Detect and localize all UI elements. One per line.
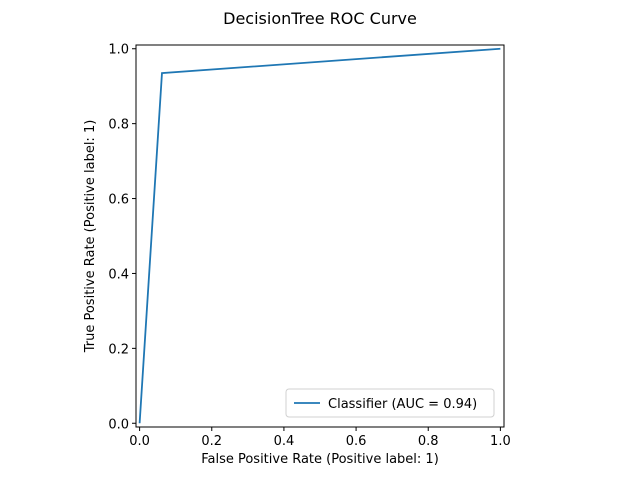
y-tick-label: 0.8: [108, 118, 129, 133]
y-tick-label: 0.2: [108, 342, 129, 357]
chart-title: DecisionTree ROC Curve: [223, 9, 417, 28]
x-tick-label: 1.0: [490, 434, 511, 449]
plot-area: 0.0 0.2 0.4 0.6 0.8 1.0 0.0 0.2 0.4 0.6 0.8 1.0: [108, 43, 510, 449]
roc-curve-line: [138, 47, 501, 424]
legend: Classifier (AUC = 0.94): [285, 388, 495, 418]
x-axis-label: False Positive Rate (Positive label: 1): [201, 452, 439, 467]
x-axis-ticks: 0.0 0.2 0.4 0.6 0.8 1.0: [129, 427, 511, 449]
y-tick-label: 0.0: [108, 417, 129, 432]
legend-box: [285, 388, 495, 418]
x-tick-label: 0.0: [129, 434, 150, 449]
plot-frame: [135, 44, 505, 428]
y-axis-label: True Positive Rate (Positive label: 1): [83, 120, 98, 354]
x-tick-label: 0.8: [418, 434, 439, 449]
roc-curve-group: [138, 47, 501, 424]
y-tick-label: 0.6: [108, 193, 129, 208]
x-tick-label: 0.4: [274, 434, 295, 449]
x-tick-label: 0.2: [201, 434, 222, 449]
x-tick-label: 0.6: [346, 434, 367, 449]
y-axis-ticks: 0.0 0.2 0.4 0.6 0.8 1.0: [108, 43, 136, 432]
y-tick-label: 1.0: [108, 43, 129, 58]
y-tick-label: 0.4: [108, 267, 129, 282]
legend-entry: Classifier (AUC = 0.94): [328, 397, 477, 412]
